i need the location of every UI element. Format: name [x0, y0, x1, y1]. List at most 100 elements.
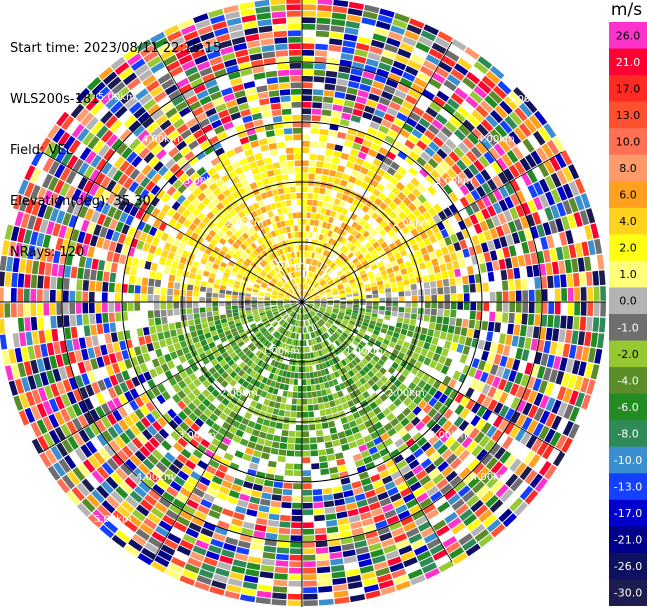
range-gate	[538, 461, 552, 476]
range-gate	[574, 242, 583, 258]
range-gate	[104, 261, 112, 272]
range-gate	[351, 480, 362, 489]
range-gate	[214, 432, 225, 442]
range-gate	[247, 420, 256, 429]
range-gate	[278, 409, 285, 417]
range-gate	[178, 380, 187, 389]
range-gate	[204, 449, 215, 459]
range-gate	[58, 458, 71, 474]
range-gate	[345, 327, 352, 333]
range-gate	[370, 347, 378, 355]
range-gate	[321, 235, 327, 242]
range-gate	[192, 449, 204, 459]
range-gate	[584, 362, 594, 378]
range-gate	[307, 278, 311, 285]
range-gate	[12, 257, 20, 273]
range-gate	[179, 370, 188, 380]
range-gate	[239, 331, 247, 337]
range-gate	[295, 359, 299, 366]
range-gate	[302, 502, 313, 509]
range-gate	[134, 408, 145, 420]
range-gate	[295, 327, 298, 333]
range-gate	[154, 287, 161, 295]
range-gate	[305, 292, 309, 298]
range-gate	[75, 302, 82, 314]
range-gate	[228, 320, 235, 326]
range-gate	[252, 250, 259, 257]
range-gate	[264, 363, 270, 371]
range-gate	[362, 230, 370, 238]
range-gate	[205, 550, 220, 561]
range-gate	[232, 287, 239, 292]
range-gate	[187, 319, 195, 326]
range-gate	[586, 379, 596, 395]
range-gate	[181, 162, 192, 172]
range-gate	[243, 240, 250, 248]
range-gate	[268, 254, 274, 261]
range-gate	[92, 509, 107, 524]
range-gate	[351, 229, 359, 237]
range-gate	[174, 426, 185, 437]
range-gate	[402, 341, 410, 349]
range-gate	[154, 279, 162, 288]
range-gate	[246, 315, 253, 320]
range-gate	[366, 495, 379, 505]
range-gate	[129, 388, 140, 399]
range-gate	[118, 394, 128, 406]
range-gate	[346, 299, 353, 302]
range-gate	[115, 221, 124, 233]
range-gate	[295, 179, 302, 186]
range-gate	[329, 38, 343, 46]
range-gate	[278, 280, 284, 285]
range-gate	[404, 65, 419, 77]
range-gate	[292, 258, 296, 265]
range-gate	[369, 260, 376, 267]
range-gate	[338, 288, 345, 292]
range-gate	[441, 465, 454, 478]
range-gate	[96, 466, 110, 480]
range-gate	[132, 125, 145, 137]
range-gate	[290, 339, 294, 346]
range-gate	[334, 498, 345, 506]
range-gate	[400, 550, 416, 562]
range-gate	[577, 257, 585, 272]
range-gate	[323, 347, 328, 355]
range-gate	[235, 505, 247, 515]
range-gate	[580, 193, 591, 209]
range-gate	[170, 329, 177, 337]
range-gate	[490, 129, 503, 142]
range-gate	[374, 363, 382, 371]
range-gate	[527, 199, 537, 213]
range-gate	[427, 158, 439, 169]
range-gate	[217, 367, 226, 375]
range-gate	[184, 563, 200, 574]
range-gate	[139, 44, 155, 58]
range-gate	[319, 308, 325, 312]
range-gate	[240, 8, 256, 17]
range-gate	[259, 272, 266, 278]
range-gate	[202, 73, 216, 83]
range-gate	[369, 164, 379, 173]
range-gate	[68, 214, 78, 228]
range-gate	[340, 263, 347, 270]
range-gate	[472, 480, 485, 494]
range-gate	[284, 283, 290, 289]
range-gate	[298, 314, 300, 320]
range-gate	[244, 121, 255, 130]
range-gate	[167, 532, 182, 544]
range-gate	[553, 315, 561, 328]
range-gate	[303, 528, 315, 535]
range-gate	[109, 119, 123, 133]
range-gate	[422, 200, 432, 211]
range-gate	[273, 30, 287, 38]
range-gate	[211, 141, 222, 151]
range-gate	[263, 233, 270, 241]
range-gate	[302, 340, 305, 347]
range-gate	[196, 166, 207, 177]
range-gate	[296, 346, 300, 353]
range-gate	[456, 250, 464, 260]
range-gate	[157, 332, 165, 341]
range-gate	[293, 293, 298, 298]
range-gate	[217, 561, 232, 571]
range-gate	[331, 288, 338, 292]
